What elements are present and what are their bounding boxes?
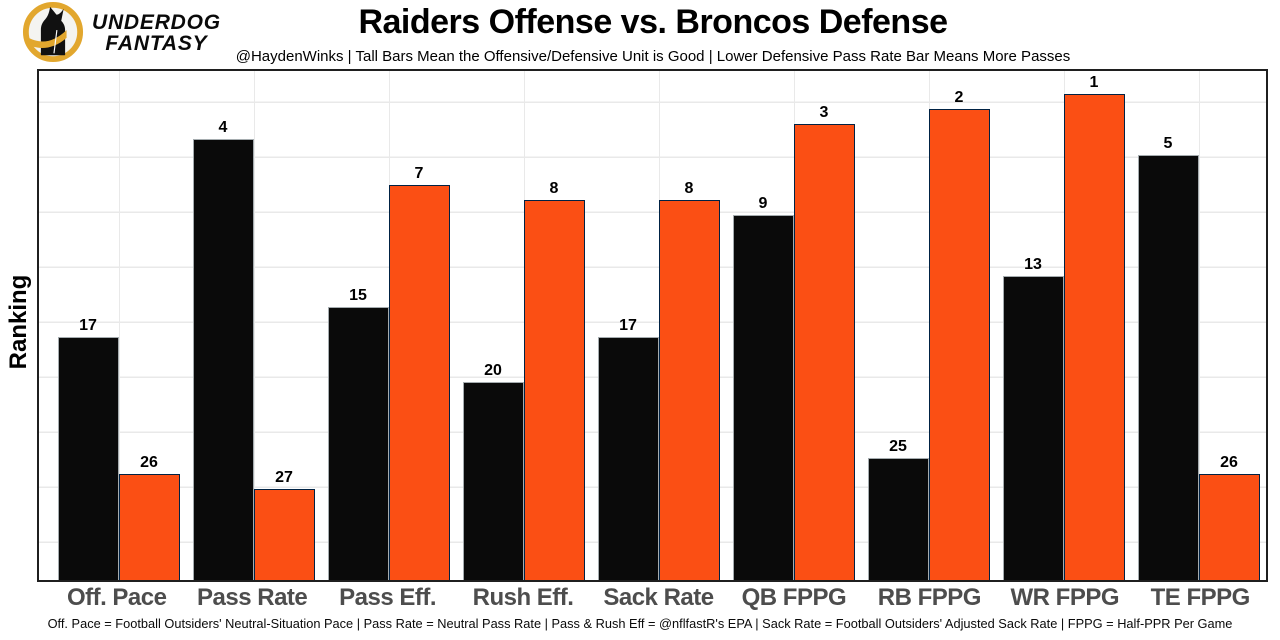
raiders-offense-bar: 17 — [57, 317, 119, 580]
bar-value-label: 4 — [218, 119, 228, 137]
plot-groups: 17 26 4 27 15 7 20 8 17 8 9 3 25 2 13 1 5 26 — [51, 71, 1266, 580]
x-axis-label: Sack Rate — [603, 584, 714, 611]
broncos-defense-bar: 8 — [658, 180, 720, 580]
bar-value-label: 13 — [1024, 256, 1042, 274]
x-axis-label: Pass Eff. — [339, 584, 437, 611]
bar-value-label: 17 — [79, 316, 97, 334]
bar-value-label: 15 — [349, 286, 367, 304]
bar-value-label: 9 — [758, 195, 768, 213]
bar-group: 15 7 — [321, 71, 456, 580]
x-axis-label: Off. Pace — [66, 584, 167, 611]
bar-value-label: 3 — [819, 104, 829, 122]
bar-value-label: 20 — [484, 362, 502, 380]
raiders-offense-bar: 9 — [732, 195, 794, 580]
brand-line2: FANTASY — [105, 32, 208, 56]
broncos-defense-bar: 7 — [388, 165, 450, 580]
x-axis-label: TE FPPG — [1150, 584, 1251, 611]
broncos-defense-bar: 26 — [118, 454, 180, 580]
broncos-defense-bar: 27 — [253, 469, 315, 580]
broncos-defense-bar: 3 — [793, 104, 855, 580]
bar-value-label: 26 — [140, 453, 158, 471]
bar-value-label: 7 — [414, 164, 424, 182]
chart-title: Raiders Offense vs. Broncos Defense — [358, 3, 948, 41]
raiders-offense-bar: 20 — [462, 362, 524, 580]
chart-header: Raiders Offense vs. Broncos Defense @Hay… — [38, 3, 1268, 65]
x-axis-labels: Off. Pace Pass Rate Pass Eff. Rush Eff. Sack… — [49, 584, 1268, 612]
raiders-offense-bar: 25 — [867, 438, 929, 580]
underdog-dog-icon — [22, 1, 84, 63]
raiders-offense-bar: 5 — [1137, 135, 1199, 580]
bar-group: 17 8 — [591, 71, 726, 580]
broncos-defense-bar: 26 — [1198, 454, 1260, 580]
bar-value-label: 27 — [275, 468, 293, 486]
x-axis-label: Rush Eff. — [472, 584, 574, 611]
bar-value-label: 5 — [1163, 134, 1173, 152]
bar-value-label: 8 — [684, 180, 694, 198]
brand-wordmark: UNDERDOG FANTASY — [92, 12, 221, 55]
bar-group: 25 2 — [861, 71, 996, 580]
brand-line1: UNDERDOG — [92, 11, 221, 34]
bar-value-label: 26 — [1220, 453, 1238, 471]
raiders-offense-bar: 17 — [597, 317, 659, 580]
bar-group: 20 8 — [456, 71, 591, 580]
bar-value-label: 25 — [889, 438, 907, 456]
y-axis-title: Ranking — [5, 274, 32, 370]
bar-value-label: 1 — [1089, 73, 1099, 91]
underdog-fantasy-logo — [22, 1, 84, 63]
bar-value-label: 17 — [619, 316, 637, 334]
raiders-offense-bar: 15 — [327, 287, 389, 580]
bar-value-label: 8 — [549, 180, 559, 198]
x-axis-label: RB FPPG — [877, 584, 982, 611]
broncos-defense-bar: 8 — [523, 180, 585, 580]
bar-group: 4 27 — [186, 71, 321, 580]
raiders-offense-bar: 13 — [1002, 256, 1064, 580]
bar-group: 5 26 — [1131, 71, 1266, 580]
x-axis-label: QB FPPG — [741, 584, 847, 611]
raiders-offense-bar: 4 — [192, 119, 254, 580]
x-axis-label: Pass Rate — [197, 584, 308, 611]
x-axis-label: WR FPPG — [1010, 584, 1120, 611]
bar-value-label: 2 — [954, 89, 964, 106]
bar-group: 13 1 — [996, 71, 1131, 580]
bar-group: 17 26 — [51, 71, 186, 580]
broncos-defense-bar: 2 — [928, 89, 990, 580]
broncos-defense-bar: 1 — [1063, 74, 1125, 580]
footnote: Off. Pace = Football Outsiders' Neutral-… — [47, 616, 1233, 631]
plot-area: 17 26 4 27 15 7 20 8 17 8 9 3 25 2 13 1 5 26 — [37, 69, 1268, 582]
chart-subtitle: @HaydenWinks | Tall Bars Mean the Offens… — [235, 48, 1071, 65]
